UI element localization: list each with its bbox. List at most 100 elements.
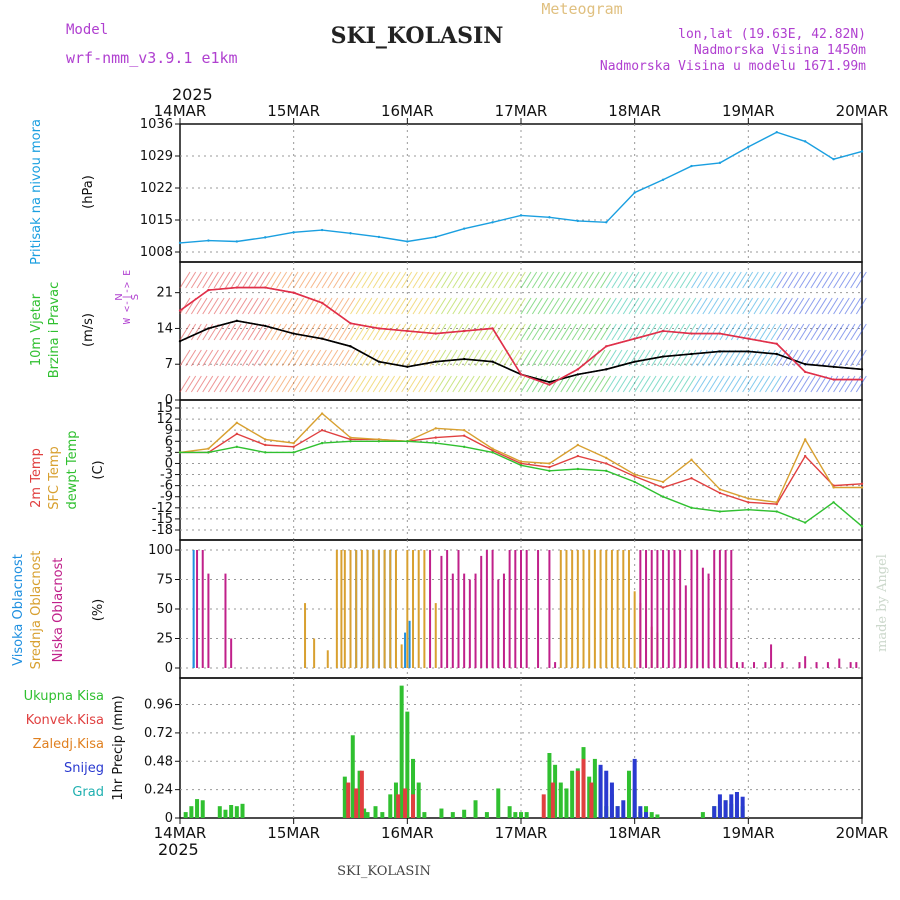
wind-barb xyxy=(503,271,515,289)
wind-barb xyxy=(287,349,299,367)
wind-barb xyxy=(389,271,401,289)
wind-barb xyxy=(594,297,606,315)
clouds-bar xyxy=(383,550,386,668)
wind-barb xyxy=(179,323,191,341)
wind-barb xyxy=(571,297,583,315)
clouds-bar xyxy=(690,550,693,668)
pressure-ylabel: Pritisak na nivou mora xyxy=(29,119,44,265)
wind-barb xyxy=(691,271,702,289)
pressure-series-point xyxy=(491,221,494,224)
wind-barb xyxy=(435,297,447,315)
year-bottom: 2025 xyxy=(158,840,199,859)
wind-barb xyxy=(435,375,447,393)
wind-barb xyxy=(537,323,549,341)
wind-barb xyxy=(247,323,259,341)
precip-bar xyxy=(342,776,347,818)
wind-barb xyxy=(827,349,839,367)
wind-barb xyxy=(213,323,225,341)
clouds-bar xyxy=(406,550,409,668)
wind-barb xyxy=(276,375,288,393)
wind-barb xyxy=(583,375,594,393)
wind-barb xyxy=(844,297,856,315)
temperature-series-point xyxy=(832,486,835,489)
wind-barb xyxy=(719,297,731,315)
wind-barb xyxy=(310,297,322,315)
wind-barb xyxy=(639,349,651,367)
wind-barb xyxy=(236,271,248,289)
clouds-bar xyxy=(497,579,500,668)
clouds-bar xyxy=(304,603,307,668)
wind-barb xyxy=(503,297,515,315)
wind-barb xyxy=(622,349,634,367)
precip-bar xyxy=(411,758,416,818)
precip-ytick-label: 0.24 xyxy=(144,783,173,798)
wind-barb xyxy=(321,323,333,341)
temperature-series-point xyxy=(803,521,807,524)
precip-bar xyxy=(357,770,362,818)
wind-barb xyxy=(202,375,214,393)
wind-barb xyxy=(605,297,617,315)
wind-barb xyxy=(753,297,765,315)
wind-barb xyxy=(753,375,765,393)
wind-barb xyxy=(475,297,486,315)
clouds-bar xyxy=(741,662,744,668)
wind-barb xyxy=(230,375,242,393)
wind-barb xyxy=(327,271,339,289)
wind-barb xyxy=(185,271,197,289)
wind-barb xyxy=(412,375,424,393)
wind-barb xyxy=(583,323,594,341)
temperature-series-point xyxy=(832,501,835,504)
clouds-bar xyxy=(701,567,704,668)
precip-bar xyxy=(403,788,408,818)
wind-barb xyxy=(429,271,441,289)
wind-barb xyxy=(600,271,611,289)
wind-barb xyxy=(242,349,253,367)
wind-barb xyxy=(713,349,725,367)
wind-barb xyxy=(367,323,378,341)
wind-barb xyxy=(617,349,629,367)
wind-barb xyxy=(622,271,634,289)
wind-barb xyxy=(327,375,339,393)
clouds-bar xyxy=(508,550,511,668)
clouds-bar xyxy=(192,650,195,668)
temperature-series-point xyxy=(548,462,551,465)
wind-barb xyxy=(367,271,378,289)
wind-barb xyxy=(298,271,310,289)
wind-barb xyxy=(480,271,492,289)
temperature-series-point xyxy=(747,497,750,500)
wind-barb xyxy=(372,271,384,289)
wind-barb xyxy=(429,375,441,393)
wind-barb xyxy=(770,349,782,367)
clouds-bar xyxy=(313,638,316,668)
precip-bar xyxy=(189,806,194,818)
wind-barb xyxy=(560,375,572,393)
wind-barb xyxy=(344,271,356,289)
precip-bar xyxy=(615,806,620,818)
wind-barb xyxy=(276,349,288,367)
temperature-series-point xyxy=(576,467,580,471)
wind-barb xyxy=(702,323,714,341)
wind-barb xyxy=(486,323,498,341)
cloud-ylabel-high: Visoka Oblacnost xyxy=(11,554,26,666)
wind-barb xyxy=(412,271,424,289)
wind-ytick-label: 21 xyxy=(156,286,173,301)
wind-barb xyxy=(526,297,538,315)
wind-barb xyxy=(764,375,776,393)
wind-barb xyxy=(776,375,788,393)
wind-barb xyxy=(480,375,492,393)
temperature-series-point xyxy=(803,438,807,441)
wind-barb xyxy=(287,375,299,393)
wind-barb xyxy=(833,375,845,393)
wind-barb xyxy=(395,375,407,393)
wind-barb xyxy=(810,323,822,341)
wind-barb xyxy=(736,349,748,367)
wind-barb xyxy=(787,349,799,367)
temperature-series-point xyxy=(519,460,523,463)
wind-barb xyxy=(361,375,373,393)
wind-barb xyxy=(810,297,822,315)
wind-barb xyxy=(577,297,589,315)
wind-barb xyxy=(213,375,225,393)
wind-barb xyxy=(435,323,447,341)
precip-bar xyxy=(450,812,455,818)
wind-barb xyxy=(304,349,316,367)
